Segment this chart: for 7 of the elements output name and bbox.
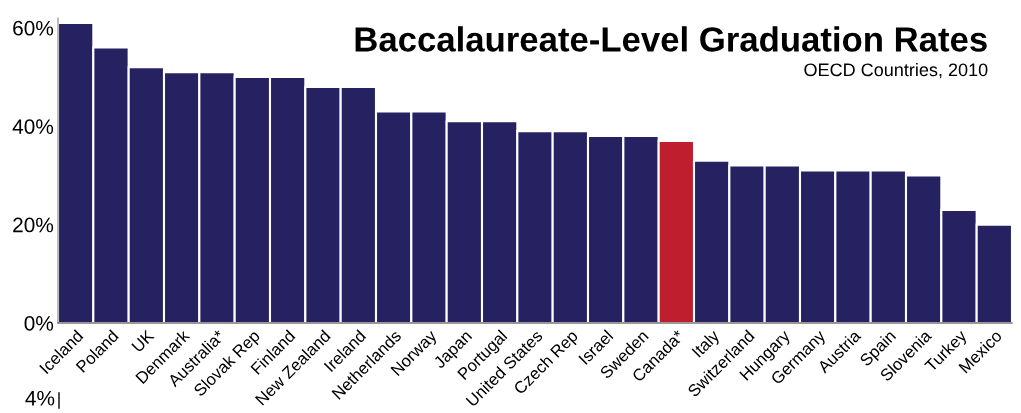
y-tick-label: 20% [13,217,54,233]
chart-title: Baccalaureate-Level Graduation Rates [355,26,987,52]
text: 4% [25,390,55,406]
y-tick-label: 0% [24,316,54,331]
y-tick-label: 60% [13,20,54,36]
y-tick-label: 40% [12,119,54,134]
text: OECD Countries, 2010 [804,62,988,79]
